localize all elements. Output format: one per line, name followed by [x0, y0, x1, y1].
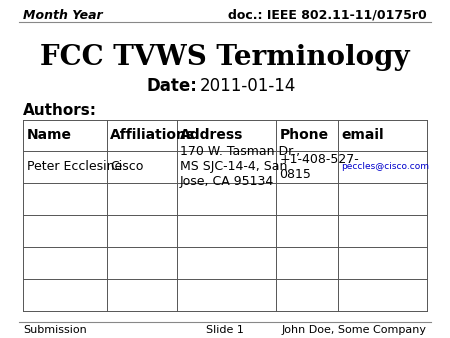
Text: email: email: [342, 128, 384, 142]
Text: Date:: Date:: [146, 77, 197, 95]
Text: Name: Name: [27, 128, 72, 142]
Text: Phone: Phone: [279, 128, 328, 142]
Text: Affiliations: Affiliations: [110, 128, 195, 142]
Text: Peter Ecclesine: Peter Ecclesine: [27, 160, 122, 173]
Text: Address: Address: [180, 128, 243, 142]
Text: peccles@cisco.com: peccles@cisco.com: [342, 162, 429, 171]
Text: Cisco: Cisco: [110, 160, 144, 173]
Text: FCC TVWS Terminology: FCC TVWS Terminology: [40, 44, 410, 71]
Text: John Doe, Some Company: John Doe, Some Company: [282, 324, 427, 335]
Text: 170 W. Tasman Dr.,
MS SJC-14-4, San
Jose, CA 95134: 170 W. Tasman Dr., MS SJC-14-4, San Jose…: [180, 145, 300, 188]
Text: +1-408-527-
0815: +1-408-527- 0815: [279, 152, 359, 180]
Text: 2011-01-14: 2011-01-14: [199, 77, 296, 95]
Text: Authors:: Authors:: [23, 103, 97, 118]
Text: Submission: Submission: [23, 324, 87, 335]
Text: Month Year: Month Year: [23, 9, 103, 22]
Text: Slide 1: Slide 1: [206, 324, 244, 335]
Text: doc.: IEEE 802.11-11/0175r0: doc.: IEEE 802.11-11/0175r0: [228, 9, 427, 22]
